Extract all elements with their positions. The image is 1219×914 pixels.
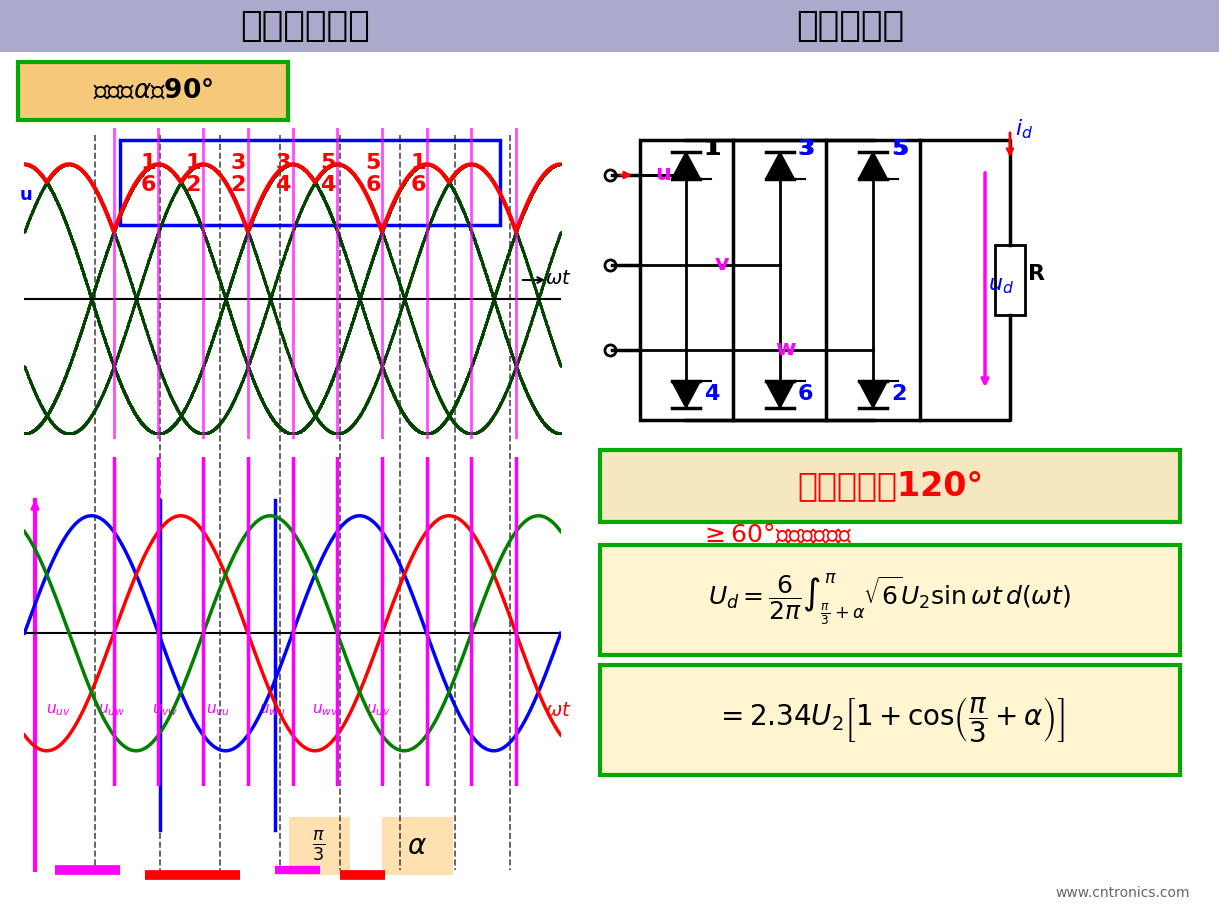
Text: 4: 4 [275, 175, 290, 195]
Text: $\omega t$: $\omega t$ [545, 269, 572, 288]
Text: $\geq 60°$时，电流断续: $\geq 60°$时，电流断续 [700, 523, 852, 547]
Text: 5: 5 [321, 153, 335, 173]
Text: $U_d = \dfrac{6}{2\pi}\int_{\frac{\pi}{3}+\alpha}^{\pi}\sqrt{6}U_2\sin\omega t\,: $U_d = \dfrac{6}{2\pi}\int_{\frac{\pi}{3… [708, 572, 1072, 628]
Text: 移相范围为120°: 移相范围为120° [797, 470, 983, 503]
Text: 6: 6 [798, 384, 813, 404]
Text: $\frac{\pi}{3}$: $\frac{\pi}{3}$ [312, 829, 325, 864]
Text: 2: 2 [185, 175, 201, 195]
Text: v: v [716, 254, 729, 274]
Text: 1: 1 [411, 153, 425, 173]
Text: 6: 6 [411, 175, 425, 195]
Text: $u_{uw}$: $u_{uw}$ [99, 702, 126, 717]
Text: $\alpha$: $\alpha$ [407, 832, 427, 860]
Text: $u_d$: $u_d$ [989, 276, 1014, 295]
Text: 5: 5 [894, 139, 908, 159]
Text: $i_d$: $i_d$ [1015, 117, 1032, 141]
FancyBboxPatch shape [382, 817, 453, 875]
Text: w: w [775, 339, 796, 359]
FancyBboxPatch shape [600, 545, 1180, 655]
Text: u: u [655, 164, 670, 184]
Text: 1: 1 [705, 139, 719, 159]
Text: 5: 5 [891, 139, 907, 159]
Text: 三相桥式全控: 三相桥式全控 [240, 9, 369, 43]
Polygon shape [766, 381, 795, 408]
Text: $= 2.34U_2\left[1+\cos\!\left(\dfrac{\pi}{3}+\alpha\right)\right]$: $= 2.34U_2\left[1+\cos\!\left(\dfrac{\pi… [716, 696, 1065, 745]
Text: 电阻性负载: 电阻性负载 [796, 9, 904, 43]
Text: $u_{uv}$: $u_{uv}$ [45, 702, 71, 717]
Text: $u_{uv}$: $u_{uv}$ [366, 702, 390, 717]
Text: 3: 3 [800, 139, 816, 159]
Text: 1: 1 [185, 153, 201, 173]
FancyBboxPatch shape [289, 817, 350, 875]
Text: 6: 6 [366, 175, 380, 195]
Polygon shape [672, 381, 701, 408]
Text: 4: 4 [705, 384, 719, 404]
Polygon shape [766, 152, 795, 179]
Text: $u_{vu}$: $u_{vu}$ [206, 702, 230, 717]
Text: 控制角$\alpha$＝90°: 控制角$\alpha$＝90° [93, 78, 213, 104]
Polygon shape [672, 152, 701, 179]
Text: 3: 3 [230, 153, 246, 173]
Text: 5: 5 [366, 153, 380, 173]
Text: 2: 2 [891, 384, 907, 404]
Text: 2: 2 [230, 175, 246, 195]
Bar [640, 140, 920, 420]
Polygon shape [858, 152, 887, 179]
Text: 6: 6 [140, 175, 156, 195]
Text: $u_{wv}$: $u_{wv}$ [312, 702, 339, 717]
Text: 1: 1 [140, 153, 156, 173]
Bar [995, 245, 1025, 315]
Text: 3: 3 [275, 153, 290, 173]
Text: $\omega t$: $\omega t$ [545, 700, 572, 719]
Text: $u_{vw}$: $u_{vw}$ [151, 702, 178, 717]
Text: R: R [1028, 264, 1045, 284]
FancyBboxPatch shape [600, 665, 1180, 775]
Text: www.cntronics.com: www.cntronics.com [1056, 886, 1190, 900]
FancyBboxPatch shape [0, 0, 1219, 52]
FancyBboxPatch shape [600, 450, 1180, 522]
Polygon shape [858, 381, 887, 408]
Text: u: u [20, 186, 32, 204]
FancyBboxPatch shape [119, 140, 500, 225]
FancyBboxPatch shape [18, 62, 288, 120]
Text: 3: 3 [798, 139, 813, 159]
Text: 1: 1 [706, 139, 722, 159]
Text: 4: 4 [321, 175, 335, 195]
Text: $u_{wu}$: $u_{wu}$ [258, 702, 285, 717]
